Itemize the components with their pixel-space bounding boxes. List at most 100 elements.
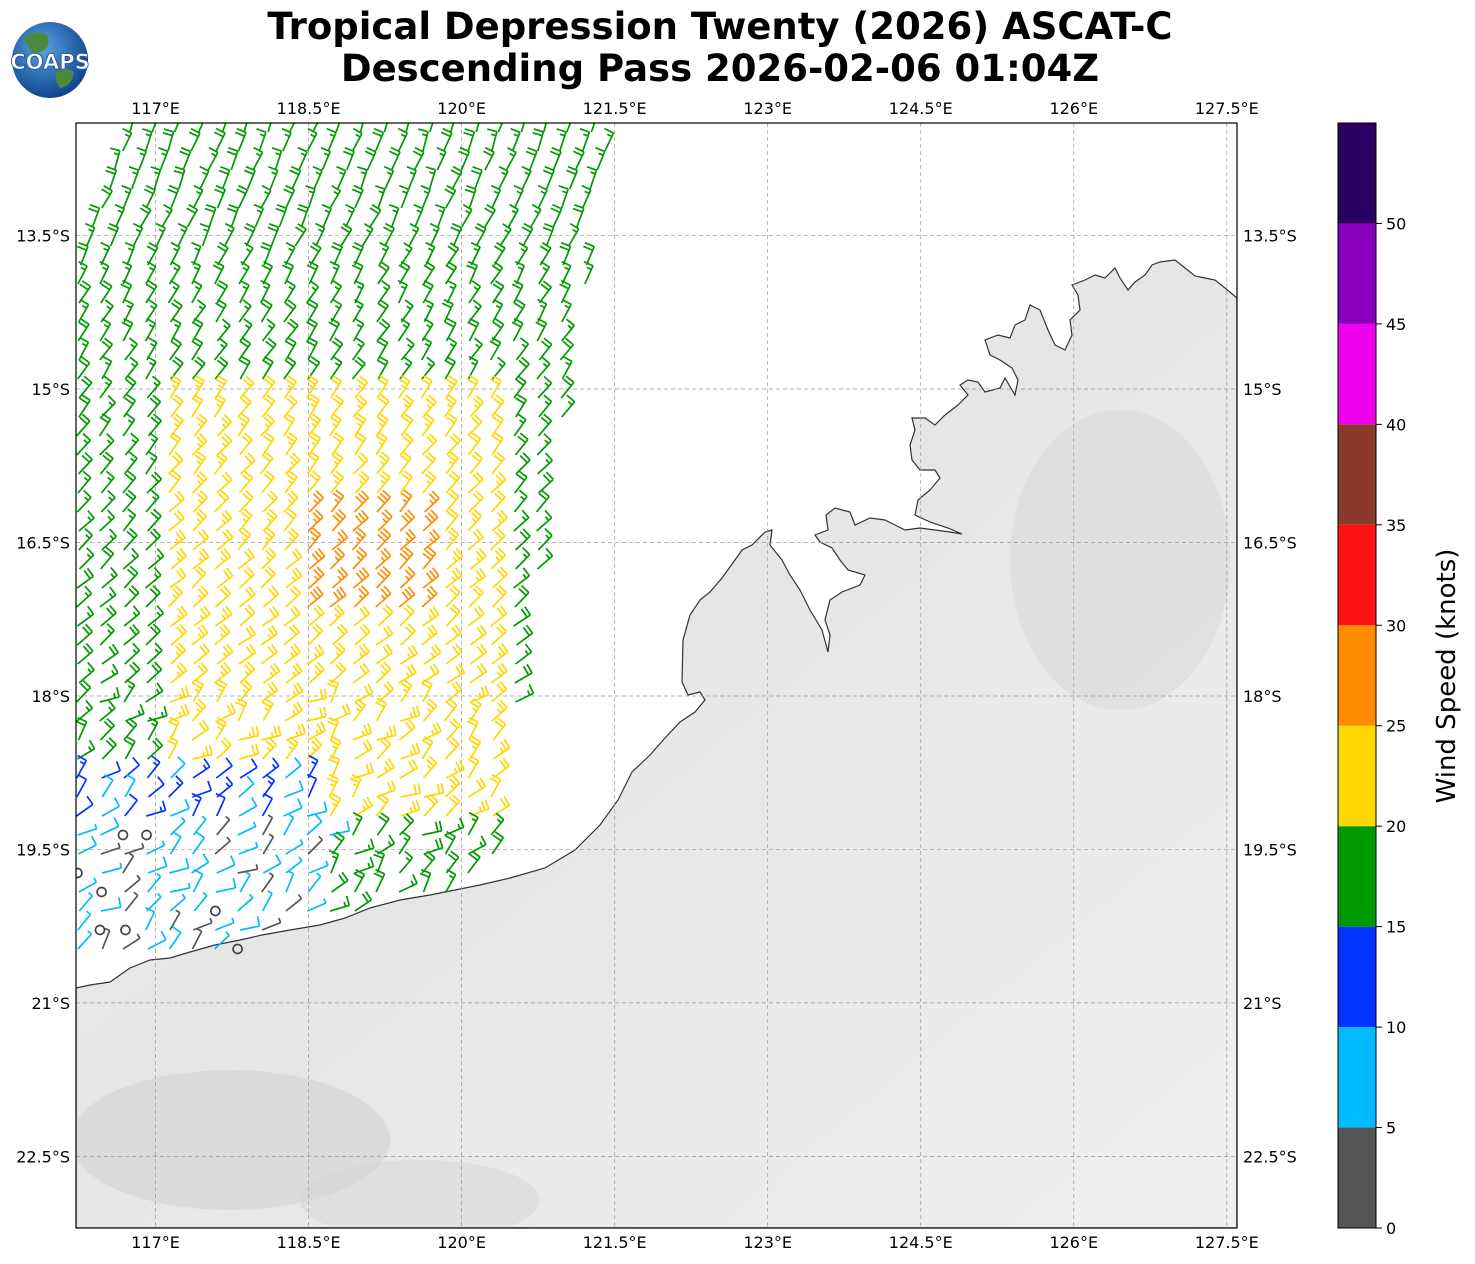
coaps-logo: COAPS: [10, 22, 90, 98]
wind-barb: [77, 930, 93, 950]
wind-barb: [536, 433, 552, 456]
wind-barb: [193, 891, 208, 912]
wind-barb: [239, 743, 260, 760]
wind-barb: [377, 604, 394, 627]
wind-barb: [375, 585, 392, 608]
wind-barb: [444, 184, 457, 209]
lat-tick-label-left: 13.5°S: [16, 227, 70, 246]
wind-barb: [423, 490, 440, 513]
wind-barb: [234, 127, 247, 152]
wind-barb: [99, 260, 110, 285]
wind-barb: [467, 528, 484, 551]
wind-barb: [147, 872, 162, 893]
wind-barb: [145, 451, 158, 475]
wind-barb: [169, 893, 186, 912]
wind-barb: [238, 355, 251, 380]
wind-barb: [328, 604, 345, 627]
wind-barb: [351, 527, 367, 551]
wind-barb: [398, 375, 411, 399]
wind-barb: [241, 242, 254, 266]
latitude-labels-left: 13.5°S 15°S 16.5°S 18°S 19.5°S 21°S 22.5°S: [16, 227, 70, 1167]
wind-barb: [101, 737, 117, 760]
wind-barb: [329, 184, 342, 209]
wind-barb: [443, 698, 458, 722]
wind-barb: [400, 799, 421, 817]
wind-barb: [398, 831, 411, 855]
wind-barb: [354, 683, 374, 703]
wind-barb: [513, 606, 532, 627]
lon-tick-label-top: 123°E: [743, 99, 792, 118]
wind-barb: [144, 317, 157, 342]
wind-barb: [283, 299, 297, 323]
wind-barb: [147, 716, 159, 741]
wind-barb: [309, 860, 329, 874]
wind-barb: [353, 868, 366, 893]
wind-barb: [145, 355, 157, 380]
wind-barb: [262, 662, 281, 684]
wind-barb: [507, 203, 520, 228]
wind-barb: [497, 123, 504, 133]
wind-barb: [521, 165, 532, 190]
wind-barb: [117, 829, 129, 841]
wind-barb: [321, 203, 332, 228]
wind-barb: [561, 394, 576, 418]
wind-barb: [400, 394, 415, 418]
chart-title-line-2: Descending Pass 2026-02-06 01:04Z: [340, 47, 1100, 90]
wind-barb: [192, 471, 208, 494]
wind-barb: [77, 451, 93, 475]
wind-barb: [405, 123, 410, 133]
wind-barb: [398, 874, 418, 893]
wind-barb: [398, 850, 414, 874]
wind-barb: [440, 127, 453, 152]
wind-barb: [283, 413, 296, 437]
wind-barb: [145, 682, 164, 703]
wind-barb: [351, 356, 366, 380]
wind-barb: [351, 184, 364, 209]
wind-barb: [559, 337, 574, 361]
wind-barb: [193, 413, 208, 437]
wind-barb: [256, 128, 267, 152]
wind-barb: [441, 298, 454, 323]
wind-barb: [170, 547, 187, 570]
wind-barb: [515, 337, 530, 361]
wind-barb: [400, 742, 421, 760]
wind-barb: [191, 662, 209, 684]
wind-barb: [193, 489, 209, 513]
wind-barb: [238, 508, 253, 532]
wind-barb: [376, 394, 390, 418]
wind-barb: [139, 203, 152, 228]
wind-barb: [238, 566, 255, 589]
wind-barb: [285, 548, 303, 570]
wind-barb: [572, 146, 585, 171]
wind-barb: [169, 857, 190, 874]
wind-barb: [445, 527, 460, 551]
wind-barb: [467, 811, 479, 836]
wind-barb: [489, 773, 502, 798]
wind-barb: [167, 584, 183, 608]
wind-barb: [125, 703, 145, 722]
wind-barb: [122, 413, 136, 437]
wind-barb: [192, 758, 211, 779]
wind-barb: [146, 471, 163, 494]
wind-barb: [306, 688, 328, 703]
wind-barb: [308, 509, 324, 532]
wind-barb: [101, 566, 118, 589]
wind-barb: [375, 625, 394, 646]
wind-barb: [122, 933, 141, 950]
wind-barb: [170, 317, 182, 342]
wind-barb: [376, 299, 390, 323]
wind-barb: [213, 931, 230, 950]
wind-barb: [537, 452, 553, 475]
wind-barb: [446, 279, 457, 304]
wind-barb: [282, 260, 295, 285]
wind-barb: [101, 927, 111, 950]
wind-barb: [145, 906, 156, 931]
wind-barb: [308, 566, 325, 589]
wind-barb: [237, 394, 252, 418]
wind-barb: [216, 567, 234, 589]
wind-barb: [398, 719, 416, 741]
wind-barb: [376, 451, 391, 475]
wind-barb: [515, 452, 531, 475]
wind-barb: [436, 146, 447, 171]
